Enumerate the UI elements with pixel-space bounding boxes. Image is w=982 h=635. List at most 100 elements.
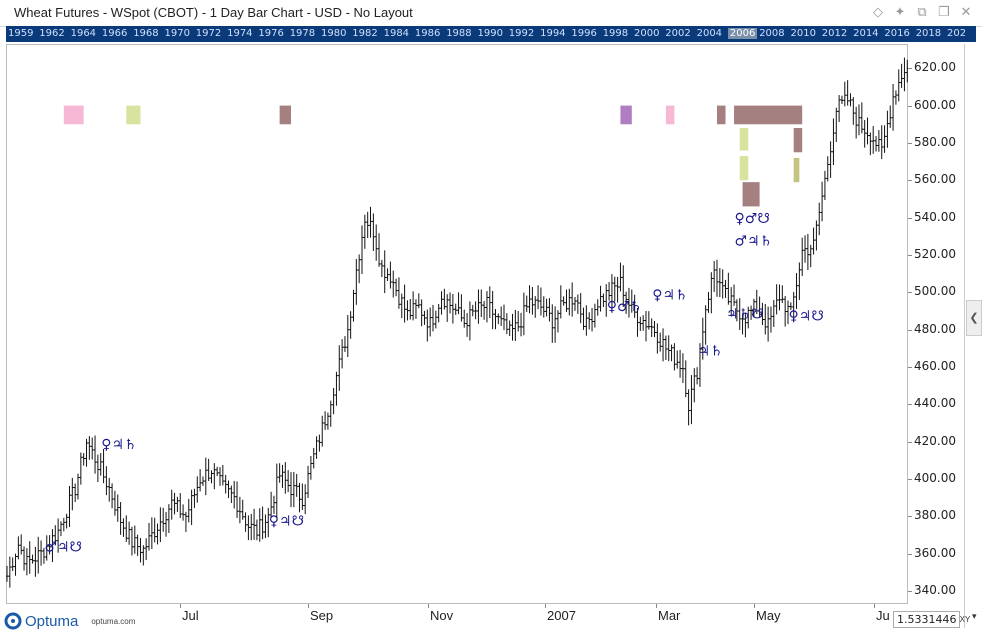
planet-annotation[interactable]: ♀♃♄ — [652, 288, 687, 304]
year-label[interactable]: 2012 — [821, 28, 848, 39]
planet-annotation[interactable]: ♂♃♄ — [735, 234, 773, 250]
logo-url: optuma.com — [91, 616, 136, 626]
restore-icon[interactable]: ❐ — [938, 4, 950, 19]
year-label[interactable]: 2010 — [790, 28, 816, 39]
planet-annotation[interactable]: ♀♃☋ — [269, 514, 304, 530]
price-bar — [56, 518, 60, 553]
price-bar — [618, 262, 622, 292]
planet-annotation[interactable]: ♀♃♄ — [101, 437, 136, 453]
diamond-icon[interactable]: ◇ — [873, 4, 883, 19]
year-label[interactable]: 2000 — [634, 28, 660, 39]
price-bar — [675, 350, 679, 369]
price-bar — [73, 483, 77, 503]
cycle-band — [279, 105, 291, 125]
planet-annotation[interactable]: ♃♄☋ — [726, 306, 764, 322]
price-bar — [848, 93, 852, 107]
price-bar — [363, 214, 367, 249]
price-bar — [451, 294, 455, 324]
price-bar — [763, 303, 767, 335]
year-label[interactable]: 1982 — [352, 28, 378, 39]
price-bar — [425, 309, 429, 342]
year-label[interactable]: 1996 — [571, 28, 597, 39]
price-bar — [87, 436, 91, 460]
price-bar — [107, 477, 111, 502]
year-label[interactable]: 2016 — [884, 28, 910, 39]
chevron-down-icon[interactable]: ▾ — [972, 611, 977, 621]
cycle-band — [63, 105, 84, 125]
axis-divider — [964, 44, 965, 628]
price-bar — [613, 276, 617, 302]
cycle-band — [717, 105, 726, 125]
price-bar — [93, 435, 97, 474]
price-bar — [760, 302, 764, 326]
price-bar — [440, 291, 444, 315]
year-label[interactable]: 2018 — [915, 28, 942, 39]
price-bar — [337, 345, 341, 391]
price-bar — [797, 262, 801, 301]
price-bar — [85, 438, 89, 467]
year-label[interactable]: 1974 — [227, 28, 253, 39]
planet-annotation[interactable]: ♂♃☋ — [44, 540, 82, 556]
price-bar — [192, 488, 196, 508]
year-label[interactable]: 1964 — [70, 28, 97, 39]
year-label[interactable]: 1992 — [508, 28, 535, 39]
year-label[interactable]: 1968 — [133, 28, 159, 39]
close-icon[interactable]: ✕ — [960, 4, 972, 19]
year-label[interactable]: 1962 — [39, 28, 65, 39]
price-bar — [519, 312, 523, 337]
year-label[interactable]: 1970 — [164, 28, 190, 39]
year-label[interactable]: 1976 — [258, 28, 284, 39]
year-label[interactable]: 1990 — [477, 28, 503, 39]
year-label[interactable]: 1966 — [101, 28, 128, 39]
year-label[interactable]: 2002 — [665, 28, 691, 39]
price-bar — [508, 320, 512, 336]
year-label[interactable]: 2014 — [853, 28, 879, 39]
time-axis[interactable]: Jul Sep Nov 2007 Mar May Ju — [6, 604, 908, 628]
year-label[interactable]: 1972 — [195, 28, 222, 39]
price-bar — [468, 301, 472, 341]
planet-annotation[interactable]: ♀♂☋ — [735, 211, 770, 227]
price-bar — [502, 304, 506, 331]
year-label[interactable]: 1986 — [414, 28, 441, 39]
price-bar — [209, 470, 213, 484]
price-bar — [67, 485, 71, 528]
y-tick-label: 360.00 — [914, 545, 956, 560]
planet-annotation[interactable]: ♀♃☋ — [789, 308, 824, 324]
price-bar — [175, 496, 179, 512]
collapse-panel-icon[interactable]: ❮ — [966, 300, 982, 336]
price-bar — [650, 318, 654, 337]
year-label[interactable]: 1984 — [383, 28, 410, 39]
price-bar — [863, 120, 867, 148]
year-label[interactable]: 1980 — [321, 28, 347, 39]
copy-icon[interactable]: ⧉ — [917, 4, 927, 19]
year-label[interactable]: 202 — [947, 28, 967, 39]
price-bar — [894, 90, 898, 105]
price-bar — [897, 69, 901, 102]
price-bar — [190, 489, 194, 526]
price-bar — [570, 282, 574, 317]
planet-annotation[interactable]: ♀♂♄ — [607, 299, 642, 315]
planet-annotation[interactable]: ♃♄ — [698, 344, 723, 360]
year-label[interactable]: 1998 — [602, 28, 629, 39]
year-label[interactable]: 1988 — [446, 28, 472, 39]
scale-readout[interactable]: 1.5331446 — [893, 611, 960, 628]
price-chart[interactable]: ♂♃☋ ♀♃♄ ♀♃☋ ♀♂♄ ♀♃♄ ♃♄ ♃♄☋ ♀♂☋ ♂♃♄ ♀♃☋ — [6, 44, 908, 604]
year-label[interactable]: 1959 — [8, 28, 34, 39]
price-axis[interactable]: 340.00 360.00 380.00 400.00 420.00 440.00 460.… — [908, 44, 964, 604]
year-navigator[interactable]: 1959 1962 1964 1966 1968 1970 1972 1974 1976 1978… — [6, 26, 976, 42]
price-bar — [300, 483, 304, 510]
year-label[interactable]: 1994 — [540, 28, 566, 39]
price-bar — [556, 310, 560, 333]
price-bar — [630, 289, 634, 313]
xy-mode-button[interactable]: XY — [959, 615, 971, 624]
price-bar — [590, 307, 594, 332]
price-bar — [25, 548, 29, 576]
price-bar — [877, 130, 881, 152]
year-label[interactable]: 2008 — [759, 28, 785, 39]
year-label[interactable]: 2006 — [727, 28, 758, 39]
cycle-band — [793, 157, 800, 183]
pin-icon[interactable]: ✦ — [894, 4, 906, 19]
year-label[interactable]: 1978 — [289, 28, 316, 39]
price-bar — [141, 545, 145, 566]
year-label[interactable]: 2004 — [696, 28, 723, 39]
